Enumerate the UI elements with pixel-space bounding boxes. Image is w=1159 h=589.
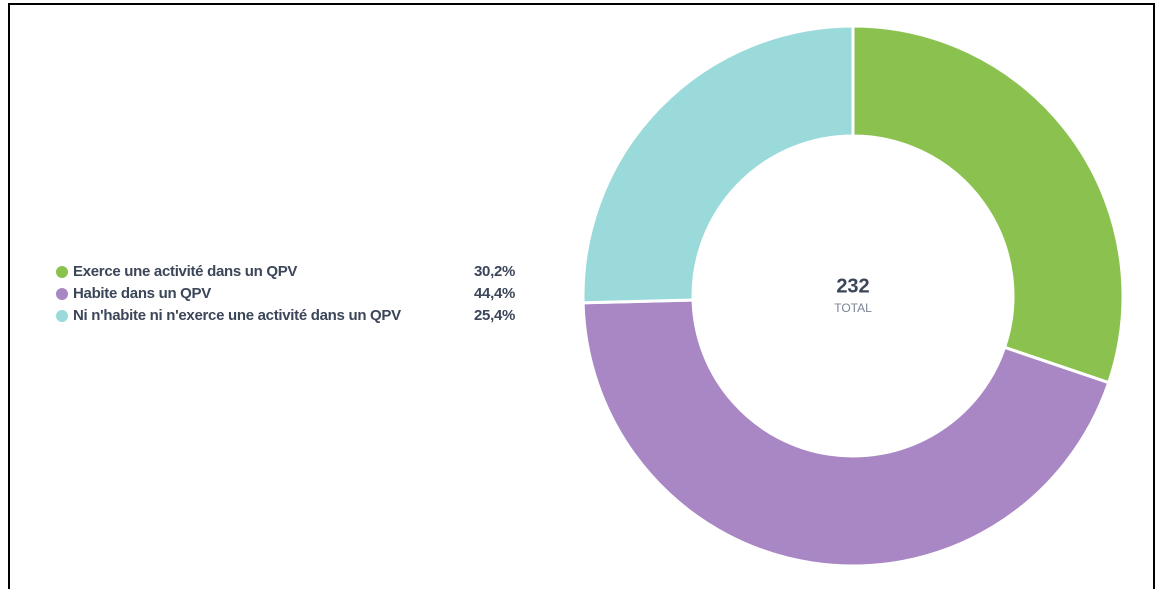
total-label: TOTAL [834,301,872,315]
legend-dot [56,310,68,322]
legend-value: 44,4% [474,285,515,302]
legend-label: Habite dans un QPV [73,285,211,302]
legend-label: Ni n'habite ni n'exerce une activité dan… [73,307,401,324]
legend-dot [56,266,68,278]
total-value: 232 [836,275,869,297]
donut-segment [581,298,1111,568]
frame [8,3,1155,589]
legend-label: Exerce une activité dans un QPV [73,263,297,280]
donut-segment [581,24,855,305]
legend-dot [56,288,68,300]
legend-value: 30,2% [474,263,515,280]
legend-value: 25,4% [474,307,515,324]
donut-segment [851,24,1125,385]
